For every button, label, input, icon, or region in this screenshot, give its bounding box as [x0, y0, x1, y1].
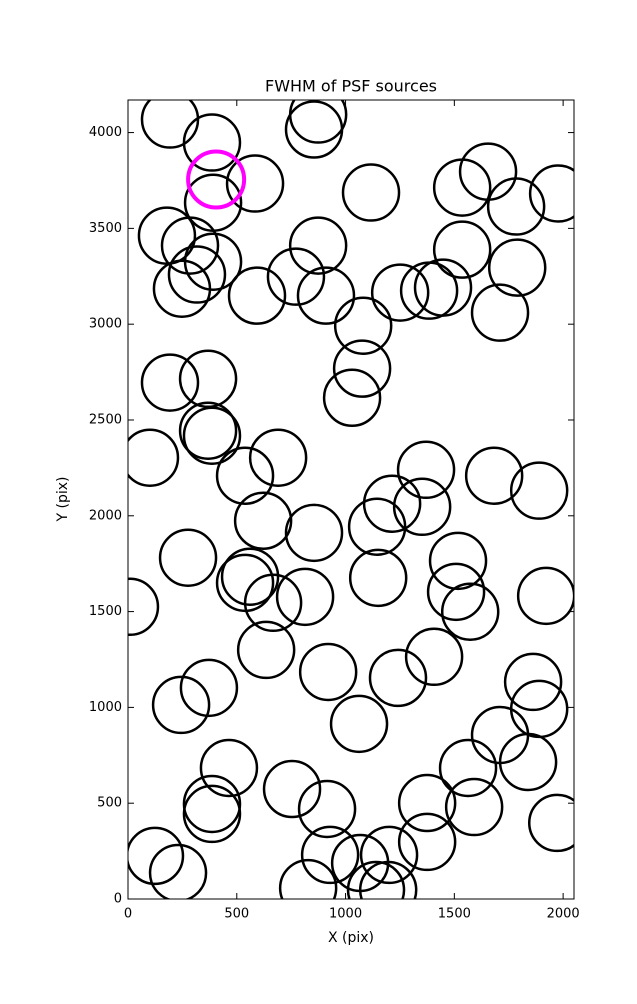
psf-source	[148, 843, 208, 899]
plot-marks	[128, 100, 574, 899]
psf-source	[248, 428, 308, 487]
psf-source	[486, 177, 546, 236]
x-axis-label: X (pix)	[328, 930, 374, 946]
psf-source	[243, 573, 303, 633]
psf-source	[233, 491, 293, 551]
psf-source	[158, 528, 218, 587]
psf-source	[426, 562, 486, 622]
psf-source	[128, 428, 180, 487]
psf-source	[509, 461, 569, 520]
psf-source	[288, 216, 348, 275]
psf-source	[278, 858, 338, 899]
psf-source	[262, 759, 322, 819]
psf-source	[392, 477, 452, 537]
psf-source	[528, 793, 574, 853]
psf-source	[179, 658, 239, 718]
y-tick-label: 2000	[89, 508, 122, 523]
psf-source	[322, 368, 382, 428]
y-tick-label: 3500	[89, 221, 122, 236]
psf-source	[487, 238, 547, 297]
psf-source	[284, 503, 344, 563]
psf-source	[140, 353, 200, 412]
psf-source	[182, 784, 242, 844]
psf-source	[333, 296, 393, 355]
psf-source	[498, 732, 558, 792]
psf-source	[151, 675, 211, 735]
psf-source	[397, 773, 457, 833]
psf-source	[332, 339, 392, 398]
psf-source	[346, 860, 406, 899]
psf-source	[182, 113, 242, 172]
psf-source	[128, 826, 185, 886]
psf-source	[438, 738, 498, 798]
psf-source	[397, 812, 457, 872]
y-tick-label: 3000	[89, 317, 122, 332]
plot-frame	[127, 99, 575, 900]
psf-source	[182, 774, 242, 834]
psf-source	[236, 620, 296, 680]
psf-source	[284, 100, 344, 159]
psf-source	[160, 216, 220, 275]
psf-source	[396, 440, 456, 500]
y-tick-label: 1000	[89, 700, 122, 715]
psf-source	[413, 258, 473, 317]
psf-source	[370, 263, 430, 322]
psf-source	[432, 220, 492, 279]
psf-source	[440, 582, 500, 642]
psf-source	[178, 401, 238, 460]
psf-source	[300, 825, 360, 885]
psf-source	[432, 158, 492, 217]
x-tick-label: 1500	[438, 907, 471, 922]
psf-source	[167, 245, 227, 304]
psf-source	[275, 567, 335, 627]
psf-source	[516, 566, 574, 626]
psf-source	[152, 259, 212, 318]
psf-source	[404, 627, 464, 687]
psf-source	[227, 266, 287, 325]
psf-source	[128, 577, 160, 637]
psf-source	[199, 738, 259, 798]
psf-source	[296, 266, 356, 325]
y-axis-label: Y (pix)	[55, 477, 71, 523]
psf-source	[329, 694, 389, 754]
psf-source	[503, 652, 563, 712]
psf-source	[362, 474, 422, 533]
y-tick-label: 2500	[89, 412, 122, 427]
psf-source	[458, 142, 518, 201]
y-tick-label: 0	[114, 892, 122, 907]
psf-source	[341, 163, 401, 222]
psf-source	[298, 642, 358, 702]
chart-title: FWHM of PSF sources	[265, 77, 437, 96]
psf-source	[297, 779, 357, 839]
psf-source	[266, 247, 326, 306]
x-tick-label: 0	[124, 907, 132, 922]
x-tick-label: 1000	[329, 907, 362, 922]
psf-source	[347, 497, 407, 556]
psf-source	[470, 283, 530, 342]
psf-source	[225, 154, 285, 213]
psf-source	[178, 349, 238, 409]
psf-source	[368, 648, 428, 708]
x-tick-label: 2000	[547, 907, 580, 922]
psf-source	[348, 548, 408, 608]
x-tick-label: 500	[224, 907, 249, 922]
psf-source	[215, 446, 275, 505]
psf-source	[182, 406, 242, 465]
psf-source	[428, 531, 488, 591]
y-tick-label: 1500	[89, 604, 122, 619]
psf-source	[359, 825, 419, 885]
psf-source	[528, 164, 574, 223]
highlight-source	[186, 149, 247, 210]
psf-source	[220, 547, 280, 606]
psf-source	[358, 860, 418, 899]
y-tick-label: 4000	[89, 125, 122, 140]
psf-source	[464, 446, 524, 505]
psf-source	[444, 777, 504, 837]
y-tick-label: 500	[97, 796, 122, 811]
